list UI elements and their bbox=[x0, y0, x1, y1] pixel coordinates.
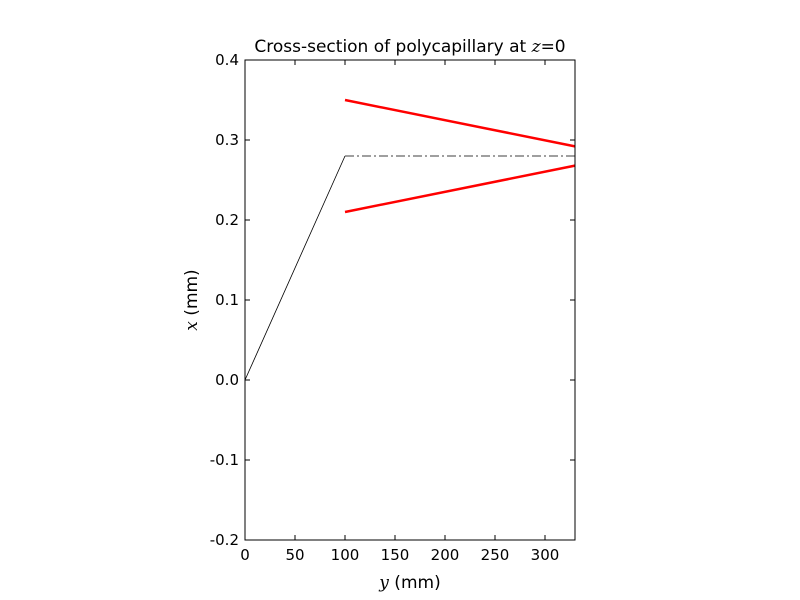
series-lower-wall bbox=[344, 164, 576, 214]
y-axis-label: x (mm) bbox=[182, 269, 202, 330]
chart-title: Cross-section of polycapillary at z=0 bbox=[254, 37, 565, 57]
x-tick-label: 50 bbox=[285, 546, 304, 564]
y-tick-label: 0.2 bbox=[215, 211, 239, 229]
tick-layer: 0 50 100 150 200 250 300 -0.2 -0.1 0.0 0.1 0.2 0.3 0.… bbox=[210, 51, 575, 564]
x-tick-label: 150 bbox=[381, 546, 410, 564]
y-tick-label: 0.1 bbox=[215, 291, 239, 309]
x-tick-label: 250 bbox=[481, 546, 510, 564]
x-axis-label: y (mm) bbox=[378, 573, 440, 593]
y-tick-label: -0.2 bbox=[210, 531, 239, 549]
series-upper-wall bbox=[344, 98, 576, 148]
x-tick-label: 100 bbox=[331, 546, 360, 564]
x-tick-label: 300 bbox=[531, 546, 560, 564]
y-tick-label: 0.3 bbox=[215, 131, 239, 149]
plot-frame bbox=[244, 59, 576, 541]
y-tick-label: 0.4 bbox=[215, 51, 239, 69]
series-layer bbox=[244, 98, 576, 381]
y-tick-label: 0.0 bbox=[215, 371, 239, 389]
y-tick-label: -0.1 bbox=[210, 451, 239, 469]
x-tick-label: 200 bbox=[431, 546, 460, 564]
series-source-ray bbox=[244, 155, 346, 381]
x-tick-label: 0 bbox=[240, 546, 250, 564]
